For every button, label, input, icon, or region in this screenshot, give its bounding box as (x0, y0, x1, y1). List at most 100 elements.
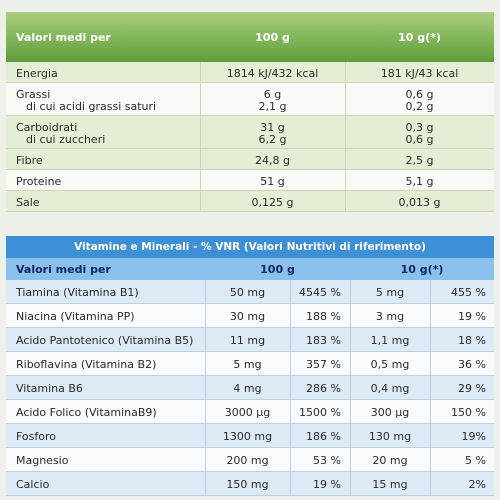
value-cell: 31 g (260, 120, 285, 134)
label-cell: Niacina (Vitamina PP) (16, 310, 135, 323)
label-cell: di cui acidi grassi saturi (26, 99, 157, 113)
row-band (6, 62, 494, 83)
value-cell: 6,2 g (258, 132, 287, 146)
row-band (6, 400, 494, 424)
row-band (6, 149, 494, 170)
value-cell: 5 mg (233, 358, 262, 371)
value-cell: 24,8 g (255, 153, 290, 167)
value-cell: 1300 mg (222, 430, 273, 443)
value-cell: 130 mg (368, 430, 412, 443)
vitamins-title: Vitamine e Minerali - % VNR (Valori Nutr… (74, 241, 426, 253)
value-cell: 5,1 g (405, 174, 434, 188)
value-cell: 1814 kJ/432 kcal (226, 66, 319, 80)
label-cell: Grassi (16, 87, 51, 101)
label-cell: Proteine (16, 174, 62, 188)
value-cell: 30 mg (229, 310, 266, 323)
column-divider (430, 280, 431, 496)
value-cell: 200 mg (226, 454, 269, 467)
value-cell: 0,013 g (398, 195, 441, 209)
row-band (6, 424, 494, 448)
value-cell: 36 % (458, 358, 486, 371)
value-cell: 6 g (263, 87, 282, 101)
label-cell: Fosforo (16, 430, 57, 443)
value-cell: 286 % (306, 382, 341, 395)
label-cell: Riboflavina (Vitamina B2) (16, 358, 157, 371)
row-band (6, 376, 494, 400)
value-cell: 11 mg (229, 334, 266, 347)
column-divider (200, 62, 201, 212)
header-cell: Valori medi per (16, 31, 111, 44)
value-cell: 3000 µg (224, 406, 271, 419)
value-cell: 2,1 g (258, 99, 287, 113)
value-cell: 181 kJ/43 kcal (380, 66, 459, 80)
label-cell: Carboidrati (16, 120, 78, 134)
label-cell: Energia (16, 66, 58, 80)
label-cell: Magnesio (16, 454, 69, 467)
row-band (6, 304, 494, 328)
vitamins-title-band (6, 236, 494, 258)
value-cell: 183 % (306, 334, 341, 347)
row-band (6, 170, 494, 191)
value-cell: 50 mg (229, 286, 266, 299)
value-cell: 51 g (260, 174, 285, 188)
value-cell: 0,4 mg (370, 382, 410, 395)
label-cell: Fibre (16, 153, 43, 167)
vitamins-header-band (6, 258, 494, 280)
nutrition-header-band (6, 12, 494, 62)
label-cell: Vitamina B6 (16, 382, 83, 395)
value-cell: 19% (461, 430, 486, 443)
column-divider (345, 62, 346, 212)
label-cell: Acido Folico (VitaminaB9) (16, 406, 157, 419)
label-cell: Sale (16, 195, 40, 209)
value-cell: 186 % (306, 430, 341, 443)
value-cell: 3 mg (375, 310, 405, 323)
value-cell: 455 % (451, 286, 486, 299)
value-cell: 19 % (313, 478, 341, 491)
label-cell: di cui zuccheri (26, 132, 106, 146)
value-cell: 0,2 g (405, 99, 434, 113)
header-cell: 10 g(*) (400, 263, 444, 276)
value-cell: 19 % (458, 310, 486, 323)
value-cell: 4 mg (233, 382, 262, 395)
header-cell: 10 g(*) (398, 31, 441, 44)
row-band (6, 83, 494, 116)
row-band (6, 280, 494, 304)
label-cell: Calcio (16, 478, 50, 491)
value-cell: 2% (468, 478, 486, 491)
value-cell: 5 mg (375, 286, 405, 299)
value-cell: 53 % (313, 454, 341, 467)
row-band (6, 328, 494, 352)
label-cell: Tiamina (Vitamina B1) (16, 286, 139, 299)
value-cell: 150 % (451, 406, 486, 419)
header-cell: 100 g (255, 31, 290, 44)
value-cell: 5 % (465, 454, 486, 467)
value-cell: 15 mg (372, 478, 408, 491)
label-cell: Acido Pantotenico (Vitamina B5) (16, 334, 194, 347)
value-cell: 300 µg (370, 406, 410, 419)
row-band (6, 472, 494, 496)
value-cell: 0,5 mg (370, 358, 410, 371)
value-cell: 1500 % (299, 406, 341, 419)
row-band (6, 191, 494, 212)
header-cell: 100 g (260, 263, 295, 276)
value-cell: 4545 % (299, 286, 341, 299)
value-cell: 0,6 g (405, 87, 434, 101)
value-cell: 29 % (458, 382, 486, 395)
value-cell: 0,125 g (251, 195, 294, 209)
header-cell: Valori medi per (16, 263, 111, 276)
value-cell: 18 % (458, 334, 486, 347)
value-cell: 20 mg (372, 454, 408, 467)
value-cell: 188 % (306, 310, 341, 323)
value-cell: 357 % (306, 358, 341, 371)
row-band (6, 116, 494, 149)
column-divider (290, 280, 291, 496)
row-band (6, 352, 494, 376)
column-divider (205, 280, 206, 496)
value-cell: 0,3 g (405, 120, 434, 134)
value-cell: 150 mg (226, 478, 269, 491)
column-divider (350, 280, 351, 496)
value-cell: 1,1 mg (370, 334, 410, 347)
value-cell: 0,6 g (405, 132, 434, 146)
value-cell: 2,5 g (405, 153, 434, 167)
